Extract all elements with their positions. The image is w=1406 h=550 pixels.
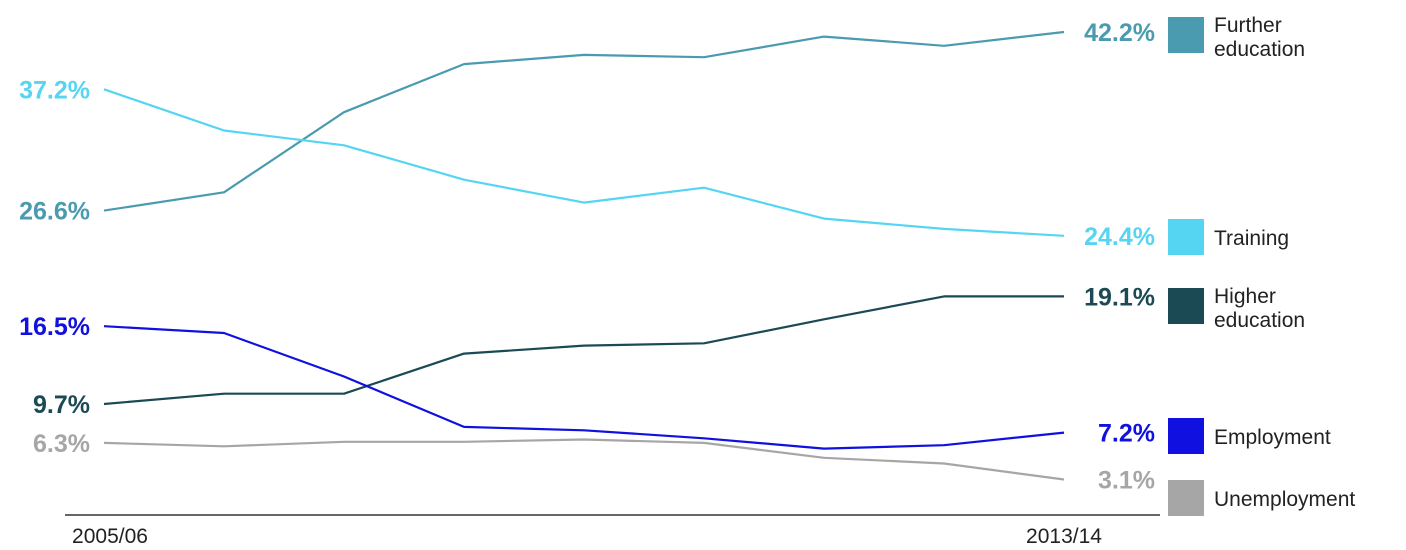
series-line-training (103, 88, 1065, 237)
series-group: 26.6% 42.2% 37.2% 24.4% 9.7% 19.1% 16.5% 7.2% 6.… (19, 19, 1155, 494)
start-label-further-education: 26.6% (19, 198, 90, 226)
end-label-higher-education: 19.1% (1084, 283, 1155, 311)
series-line-higher-education (103, 295, 1064, 406)
end-label-unemployment: 3.1% (1098, 467, 1155, 495)
legend-label-higher-education-line1: Higher (1214, 285, 1276, 308)
start-label-training: 37.2% (19, 76, 90, 104)
end-label-training: 24.4% (1084, 223, 1155, 251)
legend-label-training-: Training (1214, 227, 1289, 250)
legend-label-further-education-line2: education (1214, 38, 1305, 61)
legend-label-unemployment-: Unemployment (1214, 488, 1355, 511)
x-tick-label-first: 2005/06 (72, 525, 148, 548)
x-tick-label-last: 2013/14 (1026, 525, 1102, 548)
series-line-further-education (103, 30, 1065, 212)
legend-swatch-training- (1168, 219, 1204, 255)
end-label-employment: 7.2% (1098, 420, 1155, 448)
legend: FurthereducationTrainingHighereducationE… (1168, 14, 1355, 516)
start-label-higher-education: 9.7% (33, 391, 90, 419)
legend-label-further-education-line1: Further (1214, 14, 1282, 37)
legend-swatch-further-education (1168, 17, 1204, 53)
legend-swatch-higher-education (1168, 288, 1204, 324)
legend-label-employment-: Employment (1214, 426, 1331, 449)
end-label-further-education: 42.2% (1084, 19, 1155, 47)
legend-label-higher-education-line2: education (1214, 309, 1305, 332)
legend-swatch-unemployment- (1168, 480, 1204, 516)
legend-swatch-employment- (1168, 418, 1204, 454)
start-label-unemployment: 6.3% (33, 430, 90, 458)
start-label-employment: 16.5% (19, 313, 90, 341)
